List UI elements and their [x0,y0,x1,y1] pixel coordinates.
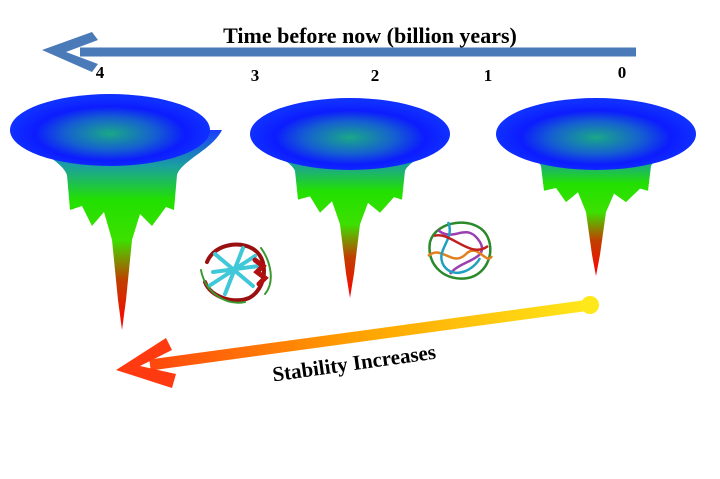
time-label: 0 [618,63,627,82]
timeline-title: Time before now (billion years) [223,23,517,48]
energy-funnel [496,98,696,276]
time-label: 4 [96,63,105,82]
time-label: 2 [371,66,380,85]
energy-funnel [250,98,450,298]
time-arrow [42,32,636,72]
time-label: 3 [251,66,260,85]
protein-structure [427,221,494,280]
time-label: 1 [484,66,493,85]
protein-structure [200,242,272,304]
energy-funnel [10,94,222,330]
stability-arrow [116,296,599,388]
